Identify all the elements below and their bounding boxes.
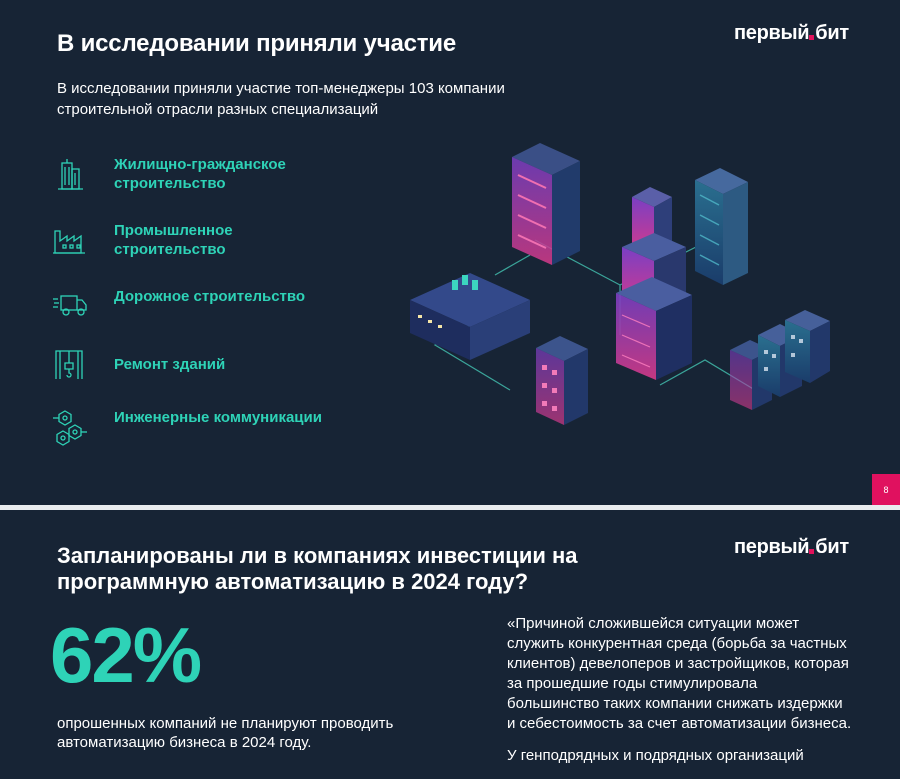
repair-crane-icon <box>55 350 83 379</box>
factory-icon <box>53 230 85 254</box>
building-shape <box>616 187 692 380</box>
company-logo: первый бит <box>734 536 849 558</box>
building-shape <box>512 143 580 265</box>
truck-icon <box>53 295 87 316</box>
quote-paragraph: У генподрядных и подрядных организаций <box>507 747 804 764</box>
category-label: Жилищно-гражданское строительство <box>114 156 286 192</box>
building-shape <box>536 336 588 425</box>
engineering-network-icon <box>53 410 87 446</box>
expert-quote: «Причиной сложившейся ситуации может слу… <box>507 614 852 778</box>
residential-building-icon <box>58 159 83 190</box>
building-shape <box>730 310 830 410</box>
category-label: Дорожное строительство <box>114 288 306 305</box>
quote-paragraph: «Причиной сложившейся ситуации может слу… <box>507 615 852 732</box>
statistic-caption: опрошенных компаний не планируют проводи… <box>57 715 394 751</box>
building-shape <box>695 168 748 285</box>
building-shape <box>410 273 530 360</box>
key-statistic: 62% <box>50 611 202 699</box>
category-label: Ремонт зданий <box>114 356 226 373</box>
slide-subtitle: В исследовании приняли участие топ-менед… <box>57 80 505 118</box>
company-logo: первый бит <box>734 22 849 44</box>
slide-title: В исследовании приняли участие <box>57 30 456 57</box>
slide-participants: В исследовании приняли участие первый бит… <box>0 0 900 505</box>
category-label: Промышленное строительство <box>114 222 233 258</box>
slide-investments: Запланированы ли в компаниях инвестиции … <box>0 510 900 779</box>
city-illustration <box>410 143 830 425</box>
category-label: Инженерные коммуникации <box>114 409 322 426</box>
slide-title: Запланированы ли в компаниях инвестиции … <box>57 543 578 594</box>
page-number: 8 <box>872 474 900 505</box>
